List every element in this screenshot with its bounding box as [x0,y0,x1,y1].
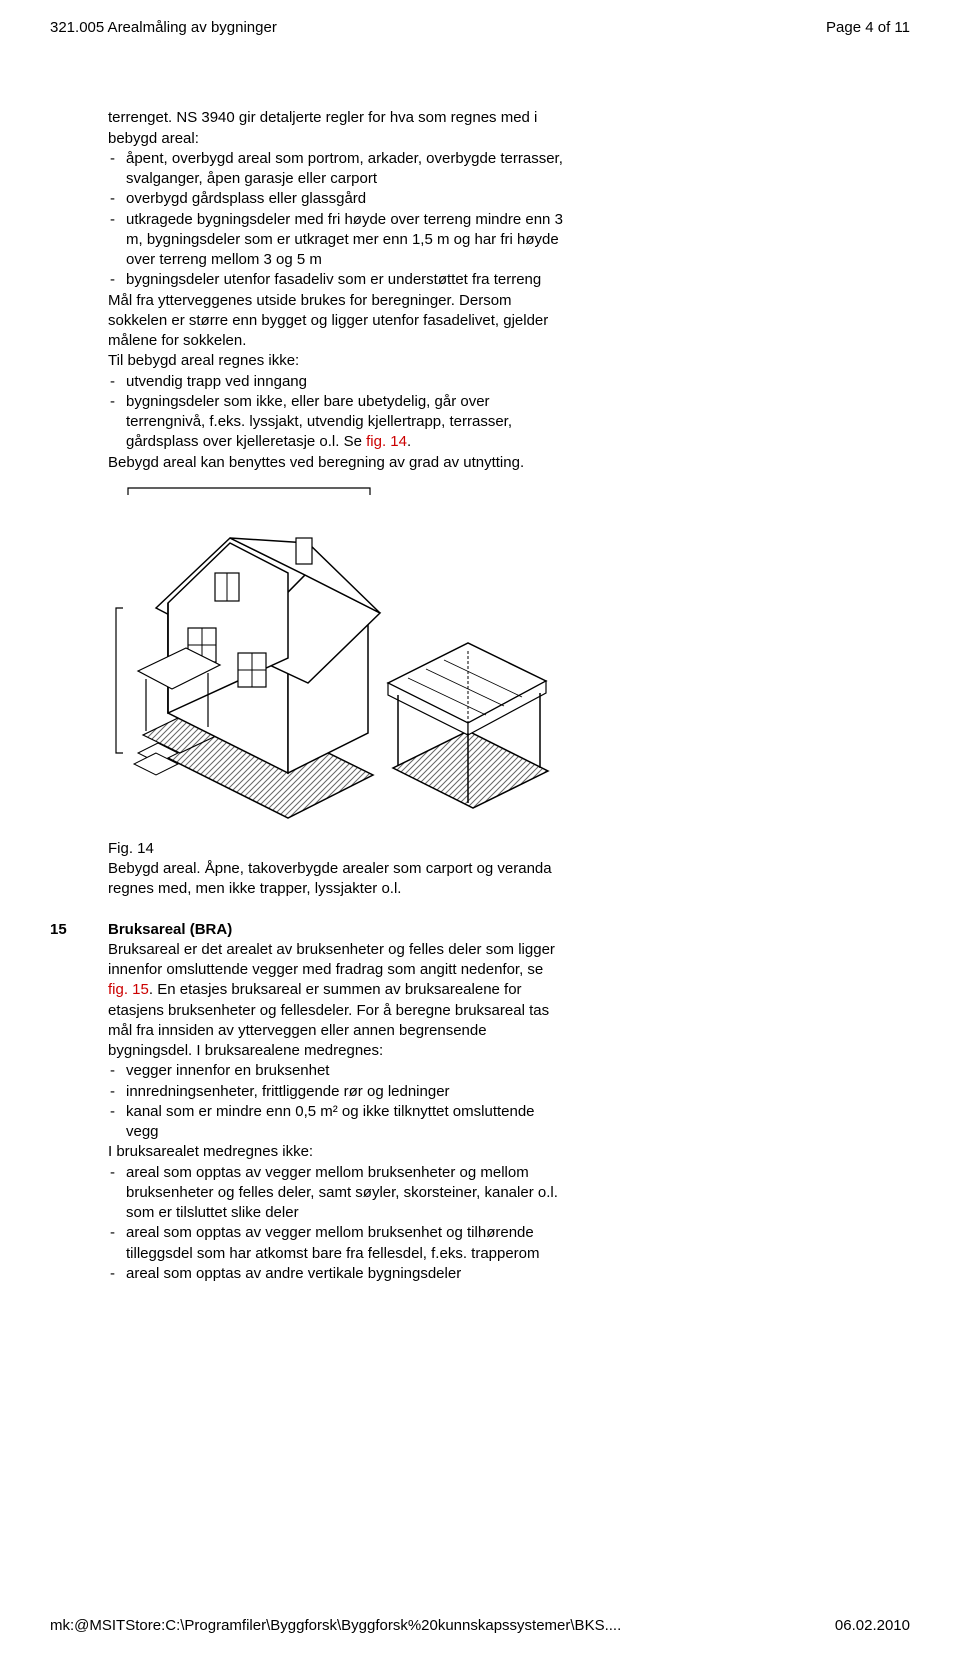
included-list: åpent, overbygd areal som portrom, arkad… [108,149,563,291]
doc-title: 321.005 Arealmåling av bygninger [50,18,277,38]
footer-date: 06.02.2010 [835,1616,910,1636]
list-item: areal som opptas av vegger mellom brukse… [108,1223,563,1264]
list-item: åpent, overbygd areal som portrom, arkad… [108,149,563,190]
mid-paragraph-1: Mål fra ytterveggenes utside brukes for … [108,291,563,352]
figure-link-15[interactable]: fig. 15 [108,981,149,998]
list-item: overbygd gårdsplass eller glassgård [108,189,563,209]
list-text-post: . [407,433,411,450]
mid-paragraph-2: Til bebygd areal regnes ikke: [108,351,563,371]
list-item: utvendig trapp ved inngang [108,372,563,392]
list-text-pre: bygningsdeler som ikke, eller bare ubety… [126,393,512,451]
bra-included-list: vegger innenfor en bruksenhet innredning… [108,1061,563,1142]
excluded-list: utvendig trapp ved inngang bygningsdeler… [108,372,563,453]
list-item: bygningsdeler utenfor fasadeliv som er u… [108,270,563,290]
page-number: Page 4 of 11 [826,18,910,38]
intro-paragraph: terrenget. NS 3940 gir detaljerte regler… [108,108,563,149]
p1-pre: Bruksareal er det arealet av bruksenhete… [108,941,555,978]
list-item: bygningsdeler som ikke, eller bare ubety… [108,392,563,453]
list-item: vegger innenfor en bruksenhet [108,1061,563,1081]
section-number-15: 15 [50,920,108,940]
bra-excluded-intro: I bruksarealet medregnes ikke: [108,1142,563,1162]
figure-14-caption: Bebygd areal. Åpne, takoverbygde arealer… [108,859,563,900]
footer-path: mk:@MSITStore:C:\Programfiler\Byggforsk\… [50,1616,621,1636]
page-footer: mk:@MSITStore:C:\Programfiler\Byggforsk\… [50,1616,910,1636]
bra-excluded-list: areal som opptas av vegger mellom brukse… [108,1163,563,1285]
list-item: areal som opptas av vegger mellom brukse… [108,1163,563,1224]
list-item: utkragede bygningsdeler med fri høyde ov… [108,210,563,271]
p1-post: . En etasjes bruksareal er summen av bru… [108,981,549,1059]
list-item: innredningsenheter, frittliggende rør og… [108,1082,563,1102]
figure-link-14[interactable]: fig. 14 [366,433,407,450]
figure-14-image [108,483,563,833]
page-header: 321.005 Arealmåling av bygninger Page 4 … [50,18,910,38]
tail-paragraph: Bebygd areal kan benyttes ved beregning … [108,453,563,473]
list-item: kanal som er mindre enn 0,5 m² og ikke t… [108,1102,563,1143]
section-15-title: Bruksareal (BRA) [108,921,232,938]
list-item: areal som opptas av andre vertikale bygn… [108,1264,563,1284]
figure-14-label: Fig. 14 [108,839,563,859]
section-15-p1: Bruksareal er det arealet av bruksenhete… [108,940,563,1062]
